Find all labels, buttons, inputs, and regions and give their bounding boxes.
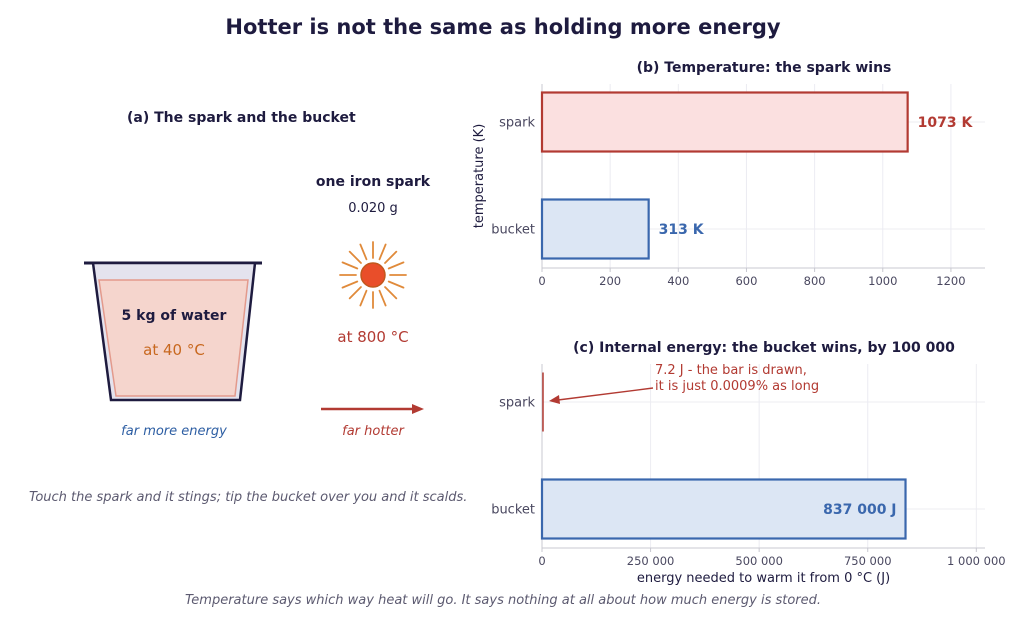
panel-a-title: (a) The spark and the bucket bbox=[127, 110, 356, 126]
spark-ray bbox=[378, 243, 387, 261]
annotation-text: 7.2 J - the bar is drawn, bbox=[655, 363, 807, 378]
temperature-chart: 0 200 400 600 800 1000 1200 spark 1073 K bucket 31… bbox=[472, 84, 985, 288]
y-tick-label-spark: spark bbox=[499, 116, 535, 131]
bucket-temperature: at 40 °C bbox=[143, 341, 205, 359]
spark-ray bbox=[348, 286, 362, 300]
spark-ray bbox=[359, 243, 368, 261]
spark-ray bbox=[387, 280, 405, 289]
bucket-value-label: 313 K bbox=[659, 222, 705, 238]
y-tick-label-bucket: bucket bbox=[491, 503, 535, 518]
spark-value-label: 1073 K bbox=[918, 115, 974, 131]
spark-sun-icon bbox=[339, 241, 407, 309]
x-tick-label: 1 000 000 bbox=[947, 554, 1006, 568]
bucket-label: 5 kg of water bbox=[121, 308, 227, 324]
x-tick-label: 400 bbox=[667, 274, 689, 288]
y-tick-label-spark: spark bbox=[499, 396, 535, 411]
panel-c-title: (c) Internal energy: the bucket wins, by… bbox=[573, 340, 955, 356]
bucket-caption: far more energy bbox=[121, 424, 227, 439]
x-tick-label: 600 bbox=[735, 274, 757, 288]
x-tick-label: 800 bbox=[804, 274, 826, 288]
spark-title: one iron spark bbox=[315, 174, 431, 190]
bucket-illustration bbox=[84, 261, 262, 402]
spark-ray bbox=[348, 250, 362, 264]
bucket-bar bbox=[540, 478, 907, 540]
bucket-bar bbox=[540, 198, 650, 260]
spark-ray bbox=[378, 289, 387, 307]
x-tick-label: 500 000 bbox=[735, 554, 783, 568]
spark-ray bbox=[384, 250, 398, 264]
panel-b-title: (b) Temperature: the spark wins bbox=[636, 60, 892, 76]
annotation-arrowhead bbox=[549, 395, 560, 404]
energy-chart: 0 250 000 500 000 750 000 1 000 000 spark buck… bbox=[491, 363, 1006, 586]
spark-bar bbox=[540, 91, 909, 153]
footer-note: Temperature says which way heat will go.… bbox=[184, 593, 822, 608]
spark-mass: 0.020 g bbox=[348, 201, 398, 216]
spark-caption: far hotter bbox=[342, 424, 404, 439]
x-tick-label: 750 000 bbox=[844, 554, 892, 568]
y-tick-label-bucket: bucket bbox=[491, 223, 535, 238]
x-axis-label: energy needed to warm it from 0 °C (J) bbox=[637, 571, 890, 586]
panel-a-note: Touch the spark and it stings; tip the b… bbox=[29, 490, 468, 505]
x-tick-label: 0 bbox=[538, 554, 545, 568]
y-axis-label: temperature (K) bbox=[472, 124, 487, 229]
spark-ray bbox=[341, 280, 359, 289]
hotter-arrow bbox=[321, 404, 424, 414]
x-tick-label: 250 000 bbox=[627, 554, 675, 568]
x-tick-label: 1200 bbox=[936, 274, 965, 288]
figure-title: Hotter is not the same as holding more e… bbox=[225, 15, 781, 39]
annotation-arrow bbox=[557, 387, 654, 401]
spark-rays bbox=[339, 241, 407, 309]
annotation-text: it is just 0.0009% as long bbox=[655, 379, 819, 394]
bucket-water bbox=[98, 279, 249, 397]
spark-temperature: at 800 °C bbox=[337, 328, 409, 346]
spark-ray bbox=[387, 261, 405, 270]
bucket-value-label: 837 000 J bbox=[823, 502, 896, 518]
spark-ray bbox=[384, 286, 398, 300]
spark-core bbox=[360, 262, 386, 288]
x-tick-label: 0 bbox=[538, 274, 545, 288]
x-tick-label: 200 bbox=[599, 274, 621, 288]
x-tick-label: 1000 bbox=[868, 274, 897, 288]
spark-ray bbox=[359, 289, 368, 307]
spark-ray bbox=[341, 261, 359, 270]
